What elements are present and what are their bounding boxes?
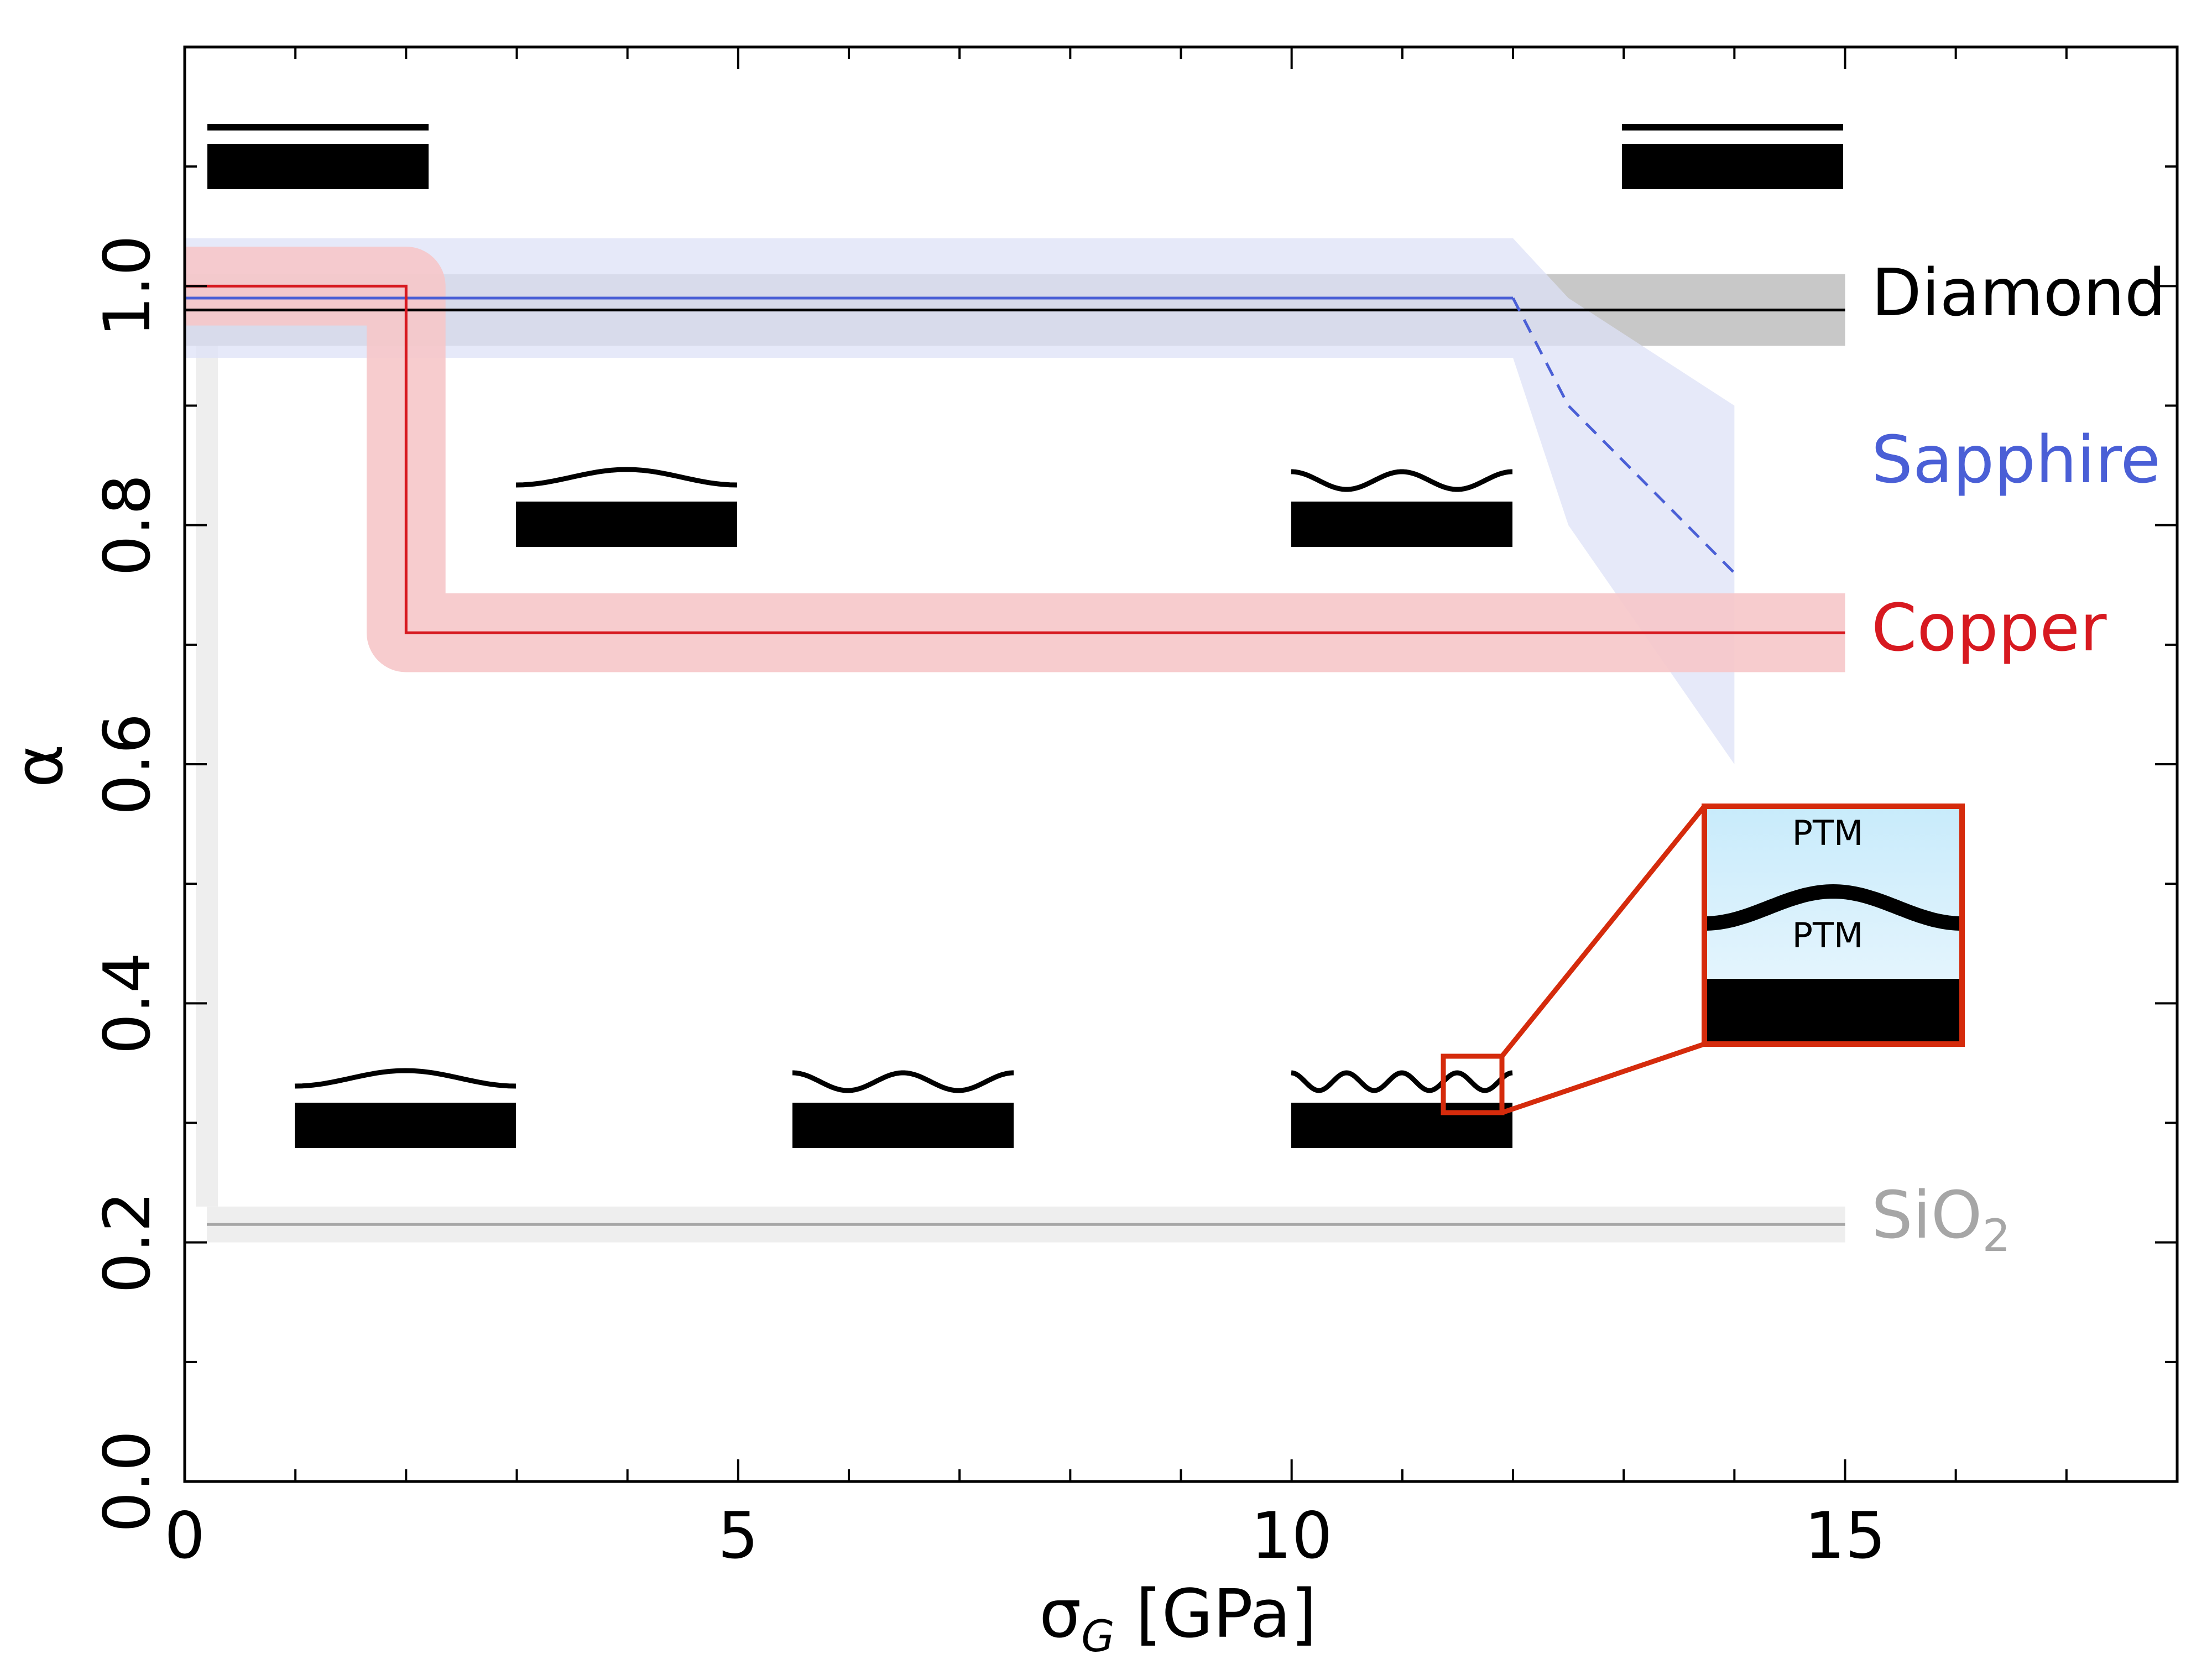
y-tick-label: 0.0 — [90, 1431, 165, 1532]
zoom-inset: PTM PTM — [1441, 804, 1965, 1115]
label-sapphire: Sapphire — [1871, 421, 2161, 498]
inset-label-bottom: PTM — [1792, 915, 1864, 956]
glyph-flat-top-left — [207, 124, 429, 189]
y-tick-label: 0.4 — [90, 952, 165, 1054]
inset-substrate — [1704, 979, 1962, 1044]
label-diamond-main: Diamond — [1871, 254, 2166, 331]
inset-connector-bottom — [1501, 1041, 1705, 1115]
label-sapphire-main: Sapphire — [1871, 421, 2161, 498]
label-sio2: SiO2 — [1871, 1177, 2010, 1261]
glyph-flat-top-right-substrate — [1622, 144, 1843, 189]
x-tick-label: 10 — [1251, 1499, 1333, 1573]
glyph-flat-top-right — [1622, 124, 1843, 189]
glyph-bump-middle-membrane — [515, 467, 738, 488]
x-tick-label: 0 — [164, 1499, 205, 1573]
label-diamond: Diamond — [1871, 254, 2166, 331]
series-lines — [185, 284, 1845, 1226]
glyph-bump-bottom-substrate — [295, 1103, 516, 1148]
label-sio2-main: SiO — [1871, 1177, 1983, 1253]
y-axis-title: α — [1, 744, 78, 787]
series-labels: Diamond Sapphire Copper SiO2 — [1871, 254, 2166, 1261]
inset-frame — [1702, 804, 1965, 1047]
inset-connector-top — [1500, 805, 1707, 1058]
x-tick-label: 15 — [1804, 1499, 1886, 1573]
glyph-wave-middle-membrane — [1291, 469, 1512, 492]
inset-membrane — [1704, 884, 1963, 931]
axes: 0 5 10 15 0.0 0.2 0.4 0.6 0.8 1.0 σG [GPa] α — [1, 45, 2179, 1659]
glyph-wave-bottom-substrate — [792, 1103, 1014, 1148]
y-tick-label: 0.2 — [90, 1191, 165, 1293]
glyph-wave-fine-bottom-membrane — [1291, 1070, 1513, 1093]
y-tick-label: 1.0 — [90, 235, 165, 337]
label-copper: Copper — [1871, 589, 2107, 666]
inset-label-top: PTM — [1792, 813, 1864, 853]
y-tick-label: 0.6 — [90, 713, 165, 815]
y-tick-label: 0.8 — [90, 474, 165, 576]
zoom-region-box — [1441, 1053, 1505, 1115]
sapphire-dashed-line — [1511, 297, 1736, 574]
glyph-bump-middle-substrate — [516, 502, 737, 547]
glyph-wave-middle-substrate — [1291, 502, 1512, 547]
glyph-bump-middle — [515, 467, 738, 547]
x-axis-title: σG [GPa] — [1039, 1576, 1317, 1659]
glyph-wave-middle — [1291, 469, 1512, 547]
glyph-flat-top-left-substrate — [207, 144, 429, 189]
confidence-bands — [185, 238, 1845, 1243]
x-axis-title-symbol: σ — [1039, 1576, 1081, 1653]
glyph-wave-bottom — [792, 1070, 1014, 1148]
glyph-wave-fine-bottom-substrate — [1291, 1103, 1512, 1148]
label-copper-main: Copper — [1871, 589, 2107, 666]
surface-glyphs — [207, 124, 1843, 1148]
glyph-bump-bottom — [294, 1068, 517, 1148]
x-axis-title-unit: [GPa] — [1115, 1576, 1317, 1653]
x-tick-label: 5 — [718, 1499, 759, 1573]
label-sio2-subscript: 2 — [1983, 1210, 2011, 1261]
x-axis-title-subscript: G — [1081, 1612, 1114, 1659]
glyph-wave-bottom-membrane — [792, 1070, 1014, 1093]
copper-line — [185, 284, 1845, 634]
glyph-bump-bottom-membrane — [294, 1068, 517, 1089]
